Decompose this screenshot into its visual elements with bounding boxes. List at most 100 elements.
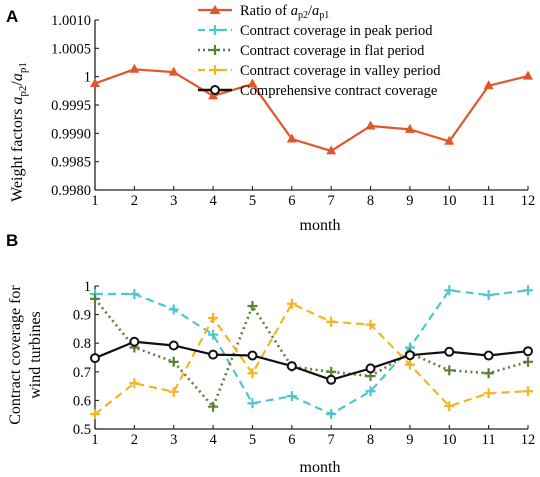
x-tick-label: 11 (482, 432, 496, 448)
series-0-point (208, 329, 219, 340)
series-1-point (90, 293, 100, 304)
y-tick-label: 0.9 (73, 308, 91, 324)
series-0-point (444, 285, 455, 296)
legend-label-peak: Contract coverage in peak period (240, 23, 433, 39)
series-1-point (483, 368, 494, 379)
legend-label-flat: Contract coverage in flat period (240, 43, 425, 59)
panel-b: B 0.50.60.70.80.911 2 3 4 5 6 7 8 9 10 11 12 month … (6, 231, 535, 476)
series-0-point (326, 145, 337, 155)
series-0-point (168, 66, 179, 76)
y-tick-label: 1.0005 (51, 41, 91, 57)
series-line-1 (93, 298, 529, 408)
y-tick-label: 1.0010 (51, 13, 91, 29)
series-0-point (326, 409, 337, 420)
x-tick-label: 10 (442, 193, 457, 209)
series-2-point (404, 359, 415, 370)
y-tick-label: 1 (84, 70, 91, 86)
series-3-point (208, 349, 219, 360)
series-2-point (326, 316, 337, 327)
panel-b-label: B (6, 231, 18, 250)
x-tick-label: 9 (406, 432, 413, 448)
series-2-point (444, 401, 455, 412)
legend: Ratio of ap2/ap1 Contract coverage in pe… (198, 3, 441, 99)
legend-item-ratio: Ratio of ap2/ap1 (198, 3, 329, 21)
series-1-point (168, 356, 179, 367)
series-0-point (404, 123, 415, 133)
series-0-point (247, 78, 258, 88)
series-line-2 (94, 302, 529, 415)
panel-b-xlabel: month (300, 459, 341, 476)
series-0-point (286, 133, 297, 143)
series-0-point (365, 386, 376, 397)
panel-a: A 0.9980 0.9985 0.9990 0.9995 1 1.0005 1.0010 1… (6, 7, 535, 234)
series-2-point (90, 409, 100, 420)
panel-a-label: A (6, 7, 18, 26)
series-3-point (168, 340, 179, 351)
series-line-0 (94, 68, 529, 152)
x-tick-label: 12 (521, 193, 536, 209)
series-1-point (523, 356, 533, 367)
series-3-point (483, 350, 494, 361)
series-1-point (247, 301, 258, 312)
panel-b-axes: 0.50.60.70.80.911 2 3 4 5 6 7 8 9 10 11 12 (73, 279, 535, 448)
y-tick-label: 0.6 (73, 393, 91, 409)
y-tick-label: 0.9980 (51, 183, 91, 199)
series-2-point (365, 319, 376, 330)
series-line-0 (95, 289, 529, 416)
series-3-point (286, 361, 297, 372)
x-tick-label: 3 (170, 193, 177, 209)
y-tick-label: 0.5 (73, 422, 91, 438)
series-3-point (247, 350, 258, 361)
x-tick-label: 2 (131, 432, 138, 448)
legend-item-valley: Contract coverage in valley period (198, 63, 441, 79)
y-tick-label: 0.9995 (51, 98, 91, 114)
series-2-point (523, 386, 533, 397)
legend-item-comprehensive: Comprehensive contract coverage (198, 83, 437, 99)
x-tick-label: 3 (170, 432, 177, 448)
x-tick-label: 5 (249, 432, 256, 448)
series-0-point (129, 63, 140, 73)
y-tick-label: 0.7 (73, 365, 91, 381)
panel-b-ylabel-line1: Contract coverage for (7, 285, 24, 425)
x-tick-label: 12 (521, 432, 536, 448)
series-2-point (483, 388, 494, 399)
series-1-point (208, 401, 219, 412)
x-tick-label: 8 (367, 432, 374, 448)
x-tick-label: 4 (209, 432, 217, 448)
series-3-point (365, 363, 376, 374)
legend-item-flat: Contract coverage in flat period (198, 43, 425, 59)
legend-label-ratio: Ratio of ap2/ap1 (240, 3, 329, 21)
series-2-point (129, 378, 140, 389)
x-tick-label: 10 (442, 432, 457, 448)
legend-item-peak: Contract coverage in peak period (198, 23, 433, 39)
x-tick-label: 9 (406, 193, 413, 209)
series-0-point (523, 285, 533, 296)
panel-a-ylabel: Weight factors ap2/ap1 (9, 62, 29, 202)
series-3-point (444, 346, 455, 357)
series-2-point (247, 368, 258, 379)
series-3-point (326, 374, 337, 385)
x-tick-label: 8 (367, 193, 374, 209)
panel-b-series (90, 285, 533, 420)
panel-a-xlabel: month (300, 217, 341, 234)
x-tick-label: 5 (249, 193, 256, 209)
x-tick-label: 4 (209, 193, 217, 209)
series-0-point (208, 90, 219, 100)
series-0-point (90, 77, 100, 87)
x-tick-label: 11 (482, 193, 496, 209)
series-2-point (286, 298, 297, 309)
y-tick-label: 0.9985 (51, 155, 91, 171)
x-tick-label: 7 (328, 432, 335, 448)
x-tick-label: 2 (131, 193, 138, 209)
series-0-point (483, 80, 494, 90)
legend-label-comprehensive: Comprehensive contract coverage (240, 83, 437, 99)
series-0-point (523, 70, 533, 80)
series-3-point (90, 353, 100, 364)
panel-b-ylabel-line2: wind turbines (27, 311, 44, 399)
series-0-point (444, 135, 455, 145)
series-1-point (444, 365, 455, 376)
x-tick-label: 6 (288, 193, 295, 209)
x-tick-label: 6 (288, 432, 295, 448)
y-tick-label: 1 (84, 279, 91, 295)
series-0-point (168, 304, 179, 315)
